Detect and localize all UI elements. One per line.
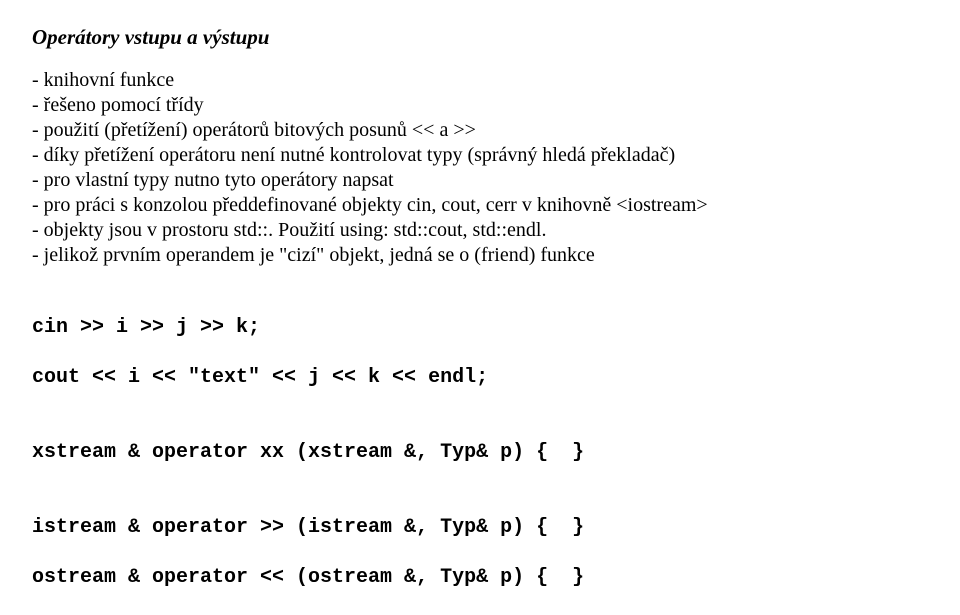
bullet-item: - pro práci s konzolou předdefinované ob… <box>32 193 928 218</box>
bullet-list: - knihovní funkce - řešeno pomocí třídy … <box>32 68 928 268</box>
code-line: cout << i << "text" << j << k << endl; <box>32 365 928 390</box>
bullet-item: - řešeno pomocí třídy <box>32 93 928 118</box>
code-line: xstream & operator xx (xstream &, Typ& p… <box>32 440 928 465</box>
code-line: ostream & operator << (ostream &, Typ& p… <box>32 565 928 590</box>
section-heading: Operátory vstupu a výstupu <box>32 24 928 50</box>
bullet-item: - knihovní funkce <box>32 68 928 93</box>
bullet-item: - objekty jsou v prostoru std::. Použití… <box>32 218 928 243</box>
bullet-item: - jelikož prvním operandem je "cizí" obj… <box>32 243 928 268</box>
code-line: istream & operator >> (istream &, Typ& p… <box>32 515 928 540</box>
code-line: cin >> i >> j >> k; <box>32 315 928 340</box>
bullet-item: - díky přetížení operátoru není nutné ko… <box>32 143 928 168</box>
code-block: cin >> i >> j >> k; cout << i << "text" … <box>32 290 928 615</box>
bullet-item: - použití (přetížení) operátorů bitových… <box>32 118 928 143</box>
bullet-item: - pro vlastní typy nutno tyto operátory … <box>32 168 928 193</box>
